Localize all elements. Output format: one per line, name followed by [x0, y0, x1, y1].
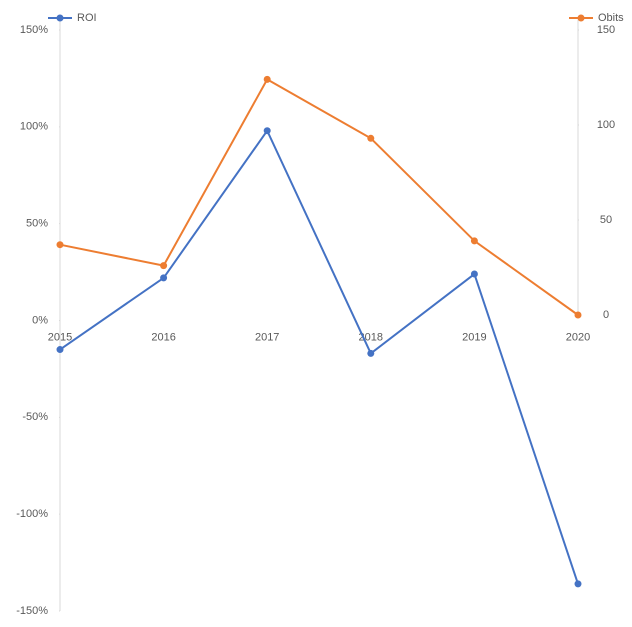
x-tick-label: 2020 — [566, 331, 590, 343]
x-tick-label: 2019 — [462, 331, 486, 343]
data-point — [160, 274, 168, 282]
y-tick-label: -50% — [22, 411, 48, 423]
data-point — [263, 75, 271, 83]
data-point — [367, 134, 375, 142]
y2-tick-label: 0 — [603, 309, 609, 321]
legend-label: Obits — [598, 12, 624, 24]
x-tick-label: 2015 — [48, 331, 72, 343]
data-point — [263, 127, 271, 135]
data-point — [574, 311, 582, 319]
legend-marker — [577, 14, 585, 22]
y-tick-label: 0% — [32, 314, 48, 326]
data-point — [470, 270, 478, 278]
y-tick-label: -150% — [16, 605, 48, 617]
y-tick-label: -100% — [16, 508, 48, 520]
y-tick-label: 150% — [20, 24, 48, 36]
x-tick-label: 2016 — [151, 331, 175, 343]
series-line — [59, 78, 579, 316]
data-point — [56, 241, 64, 249]
series-line — [59, 128, 579, 585]
y-tick-label: 50% — [26, 218, 48, 230]
y2-tick-label: 50 — [600, 214, 612, 226]
data-point — [367, 349, 375, 357]
y2-tick-label: 150 — [597, 24, 615, 36]
data-point — [56, 346, 64, 354]
data-point — [574, 580, 582, 588]
data-point — [160, 262, 168, 270]
y2-tick-label: 100 — [597, 119, 615, 131]
legend-marker — [56, 14, 64, 22]
legend-label: ROI — [77, 12, 97, 24]
data-point — [470, 237, 478, 245]
y-tick-label: 100% — [20, 121, 48, 133]
x-tick-label: 2017 — [255, 331, 279, 343]
